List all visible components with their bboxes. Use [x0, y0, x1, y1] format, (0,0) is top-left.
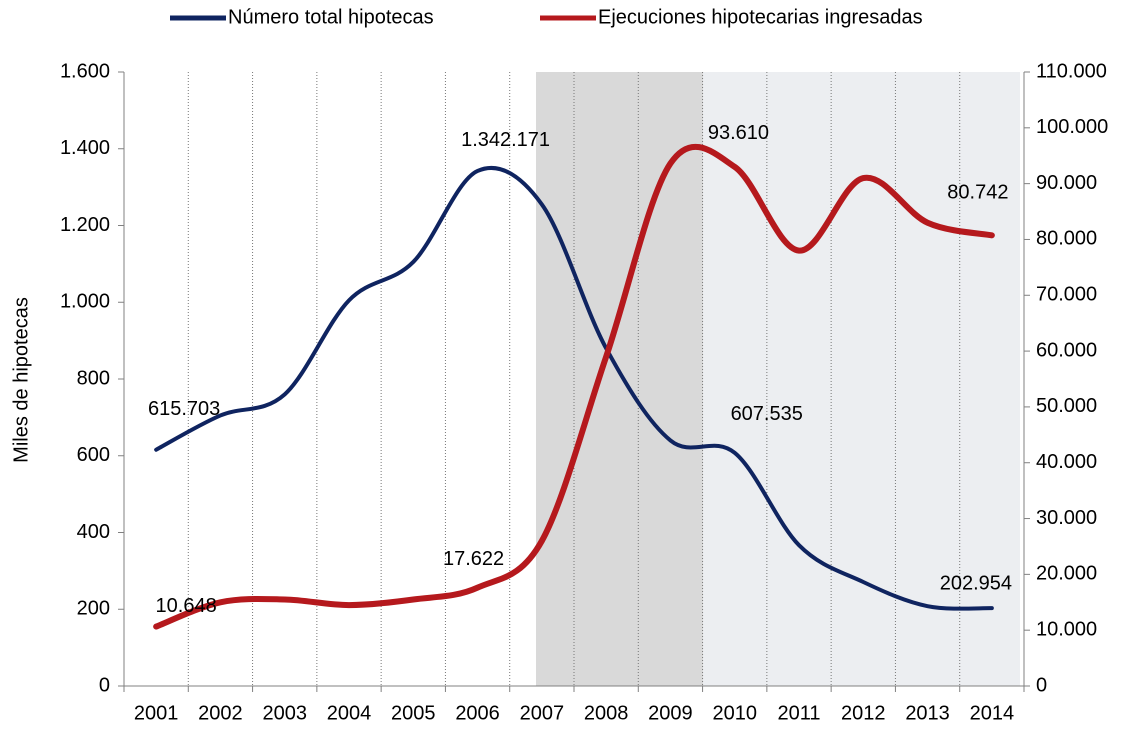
x-tick-label: 2010 — [712, 702, 757, 724]
x-tick-label: 2013 — [905, 702, 950, 724]
y-tick-label: 0 — [99, 674, 110, 696]
shaded-period-light — [703, 72, 1020, 686]
y-tick-label: 1.400 — [60, 137, 110, 159]
x-tick-label: 2007 — [520, 702, 565, 724]
y-tick-label: 200 — [77, 598, 110, 620]
x-tick-label: 2002 — [198, 702, 243, 724]
data-label: 1.342.171 — [461, 129, 550, 151]
y-tick-label: 1.600 — [60, 60, 110, 82]
legend-label: Número total hipotecas — [228, 6, 434, 28]
y-tick-label: 800 — [77, 367, 110, 389]
x-tick-label: 2003 — [262, 702, 307, 724]
x-tick-label: 2006 — [455, 702, 500, 724]
data-label: 615.703 — [148, 398, 220, 420]
y2-tick-label: 60.000 — [1036, 339, 1097, 361]
series-line — [153, 143, 995, 630]
y-tick-label: 1.000 — [60, 291, 110, 313]
y2-tick-label: 110.000 — [1036, 60, 1107, 82]
data-label: 17.622 — [443, 548, 504, 570]
data-label: 80.742 — [947, 182, 1008, 204]
data-label: 607.535 — [731, 403, 803, 425]
x-tick-label: 2005 — [391, 702, 436, 724]
data-label: 10.648 — [156, 595, 217, 617]
y2-tick-label: 90.000 — [1036, 172, 1097, 194]
y2-tick-label: 70.000 — [1036, 284, 1097, 306]
x-tick-label: 2004 — [327, 702, 372, 724]
x-tick-label: 2014 — [970, 702, 1015, 724]
data-label: 93.610 — [708, 122, 769, 144]
y2-tick-label: 100.000 — [1036, 116, 1108, 138]
x-tick-label: 2011 — [777, 702, 820, 724]
y2-tick-label: 80.000 — [1036, 228, 1097, 250]
x-tick-label: 2001 — [134, 702, 179, 724]
y2-tick-label: 40.000 — [1036, 451, 1097, 473]
shaded-period-dark — [536, 72, 703, 686]
y-tick-label: 1.200 — [60, 214, 110, 236]
y2-tick-label: 10.000 — [1036, 618, 1097, 640]
y-tick-label: 600 — [77, 444, 110, 466]
series-line — [154, 165, 994, 611]
y-tick-label: 400 — [77, 521, 110, 543]
x-tick-label: 2009 — [648, 702, 693, 724]
x-tick-label: 2012 — [841, 702, 886, 724]
y-axis-title: Miles de hipotecas — [10, 297, 32, 463]
legend-label: Ejecuciones hipotecarias ingresadas — [598, 6, 923, 28]
data-label: 202.954 — [940, 572, 1012, 594]
y2-tick-label: 0 — [1036, 674, 1047, 696]
x-tick-label: 2008 — [584, 702, 629, 724]
y2-tick-label: 30.000 — [1036, 507, 1097, 529]
y2-tick-label: 50.000 — [1036, 395, 1097, 417]
y2-tick-label: 20.000 — [1036, 563, 1097, 585]
